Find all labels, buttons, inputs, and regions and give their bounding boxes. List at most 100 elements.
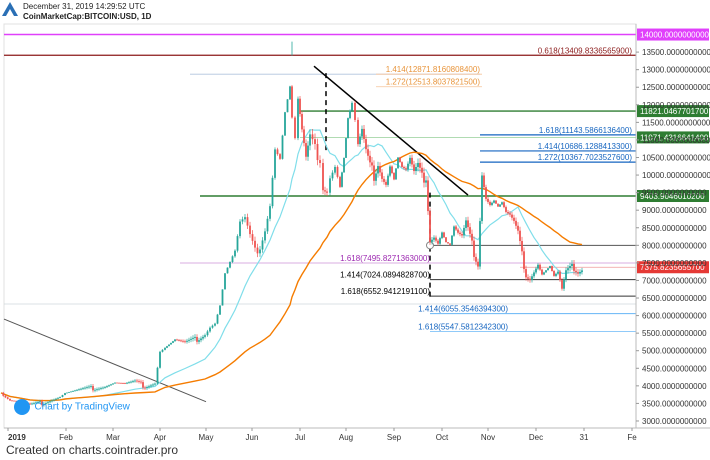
- candle-body: [178, 339, 180, 341]
- candle-body: [47, 402, 49, 404]
- candle-body: [326, 191, 328, 193]
- candle-body: [499, 204, 501, 207]
- candle-body: [467, 220, 469, 228]
- candle-body: [525, 269, 527, 278]
- candle-body: [61, 395, 64, 397]
- time-tick-label: 2019: [8, 433, 26, 442]
- candle-body: [286, 99, 289, 113]
- candle-body: [114, 382, 116, 384]
- level-label: 1.414(6055.3546394300): [418, 305, 508, 314]
- candle-body: [108, 385, 110, 387]
- candle-body: [457, 229, 459, 233]
- candle-body: [341, 172, 343, 187]
- candle-body: [307, 145, 309, 157]
- price-tick-label: 8000.0000000000: [642, 241, 707, 250]
- price-tick-label: 10500.0000000000: [642, 153, 710, 162]
- candle-body: [397, 157, 399, 169]
- candle-body: [535, 268, 537, 273]
- time-tick-label: Aug: [339, 433, 353, 442]
- candle-body: [513, 217, 515, 221]
- candle-body: [128, 382, 130, 384]
- candle-body: [35, 402, 37, 404]
- candle-body: [409, 157, 411, 164]
- candle-body: [192, 337, 194, 339]
- candle-body: [541, 269, 543, 275]
- candle-body: [537, 264, 539, 269]
- candle-body: [33, 402, 35, 404]
- candle-body: [159, 351, 161, 368]
- candle-body: [256, 247, 259, 254]
- candle-body: [477, 261, 479, 267]
- candle-body: [70, 391, 72, 393]
- level-label: 1.618(6552.9412191100): [341, 287, 431, 296]
- candle-body: [495, 200, 497, 204]
- candle-body: [511, 214, 513, 218]
- candle-body: [379, 166, 381, 173]
- price-tick-label: 9000.0000000000: [642, 206, 707, 215]
- candle-body: [433, 237, 435, 240]
- time-tick-label: Dec: [529, 433, 543, 442]
- candle-body: [274, 149, 276, 178]
- chart-overlay: 0.618(13409.8336565900) 1.414(12871.81608…: [340, 28, 710, 331]
- price-tag-label: 9403.9046010200: [640, 192, 705, 201]
- candle-body: [188, 339, 190, 341]
- candle-body: [146, 387, 148, 389]
- price-tag-label: 11821.0467701700: [640, 107, 709, 116]
- candle-body: [261, 240, 264, 250]
- price-tag-label: 14000.0000000000: [640, 31, 710, 40]
- candle-body: [251, 234, 254, 241]
- time-tick-label: Jul: [295, 433, 305, 442]
- candle-body: [503, 202, 505, 208]
- candle-body: [577, 272, 579, 274]
- candle-body: [74, 390, 76, 392]
- candle-body: [190, 338, 192, 340]
- candles: [2, 41, 583, 407]
- candle-body: [505, 207, 507, 212]
- price-tick-label: 3500.0000000000: [642, 399, 707, 408]
- candle-body: [345, 138, 347, 158]
- candle-body: [324, 190, 326, 192]
- candle-body: [329, 178, 331, 193]
- price-tick-label: 4000.0000000000: [642, 382, 707, 391]
- candle-body: [138, 381, 140, 382]
- candle-body: [156, 367, 159, 384]
- candle-body: [479, 221, 481, 267]
- candle-body: [439, 238, 441, 244]
- candle-body: [393, 172, 395, 180]
- candle-body: [401, 162, 403, 167]
- candle-body: [170, 342, 172, 345]
- candle-body: [45, 403, 47, 404]
- candle-body: [49, 401, 51, 403]
- candle-body: [469, 227, 471, 234]
- time-tick-label: Nov: [481, 433, 495, 442]
- candle-body: [481, 175, 483, 222]
- price-tick-label: 13500.0000000000: [642, 48, 710, 57]
- candle-body: [142, 382, 144, 388]
- candle-body: [176, 339, 178, 341]
- candle-body: [86, 387, 88, 388]
- candle-body: [553, 270, 555, 276]
- candle-body: [110, 384, 112, 386]
- level-label: 1.618(7495.8271363000): [340, 254, 430, 263]
- tradingview-watermark-text: Chart by TradingView: [34, 401, 130, 413]
- candle-body: [236, 236, 239, 251]
- candle-body: [291, 86, 293, 118]
- candle-body: [64, 393, 66, 396]
- candle-body: [363, 128, 365, 140]
- level-label: 0.618(13409.8336565900): [538, 46, 633, 55]
- candle-body: [405, 168, 407, 170]
- candle-body: [473, 240, 475, 257]
- candle-body: [523, 251, 525, 270]
- candle-body: [531, 276, 533, 281]
- candle-body: [148, 386, 150, 388]
- candle-body: [561, 280, 563, 289]
- candle-body: [80, 388, 82, 390]
- price-tick-label: 7500.0000000000: [642, 259, 707, 268]
- candle-body: [239, 221, 241, 237]
- candle-body: [413, 164, 415, 172]
- price-tick-label: 6000.0000000000: [642, 312, 707, 321]
- candle-body: [72, 390, 74, 392]
- price-axis: 3000.0000000000 3500.0000000000 4000.00000…: [635, 24, 710, 428]
- level-label: 1.618(11143.5866136400): [539, 126, 632, 135]
- price-tick-label: 6500.0000000000: [642, 294, 707, 303]
